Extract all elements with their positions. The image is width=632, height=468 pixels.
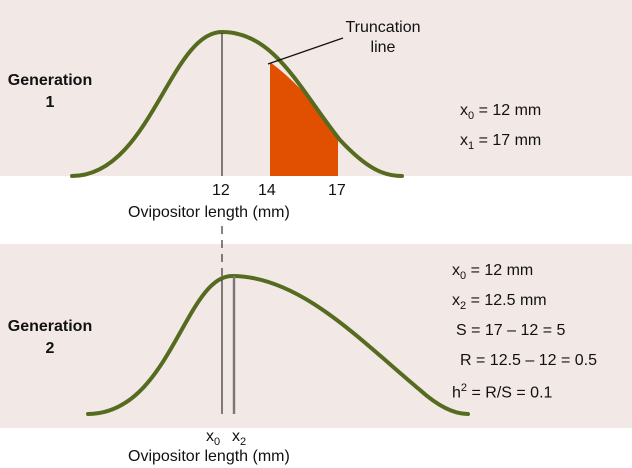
gen2-equation-heritability: h2 = R/S = 0.1: [452, 382, 553, 402]
gen2-equation-x2: x2 = 12.5 mm: [452, 292, 547, 313]
generation-1-label: Generation 1: [4, 70, 96, 114]
generation-2-distribution-curve: [86, 273, 470, 416]
truncation-label-line1: Truncation: [345, 19, 421, 36]
gen1-equation-x1: x1 = 17 mm: [460, 132, 542, 153]
generation-1-label-word: Generation: [7, 72, 93, 89]
generation-2-label-number: 2: [45, 340, 55, 357]
tick-label-12: 12: [212, 182, 230, 199]
gen2-equation-x0: x0 = 12 mm: [452, 262, 534, 283]
tick-label-17: 17: [328, 182, 346, 199]
generation-1-label-number: 1: [45, 94, 55, 111]
truncation-line-label: Truncation line: [338, 18, 428, 58]
tick-label-14: 14: [258, 182, 276, 199]
generation-2-label-word: Generation: [7, 318, 93, 335]
gen2-equation-selection-differential: S = 17 – 12 = 5: [456, 322, 566, 339]
selected-area-fill: [270, 62, 338, 176]
gen2-equation-response: R = 12.5 – 12 = 0.5: [460, 352, 597, 369]
truncation-label-line2: line: [370, 39, 396, 56]
tick-label-x0: x0: [206, 428, 221, 449]
generation-2-label: Generation 2: [4, 316, 96, 360]
gen1-equation-x0: x0 = 12 mm: [460, 102, 542, 123]
generation-1-distribution-curve: [70, 29, 404, 178]
generation-2-axis-label: Ovipositor length (mm): [128, 448, 290, 465]
tick-label-x2: x2: [232, 428, 247, 449]
generation-1-axis-label: Ovipositor length (mm): [128, 204, 290, 221]
generation-2-panel: [0, 244, 632, 428]
truncation-line-pointer: [267, 37, 344, 65]
